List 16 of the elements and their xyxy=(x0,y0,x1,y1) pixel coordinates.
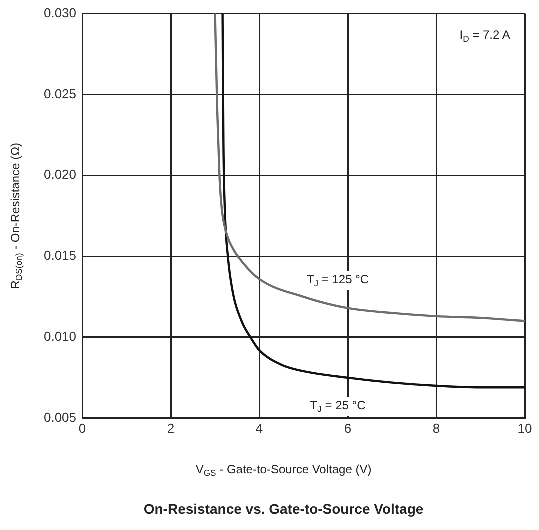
y-tick-label: 0.015 xyxy=(44,248,77,264)
x-tick-label: 4 xyxy=(256,420,264,436)
y-tick-label: 0.005 xyxy=(44,410,77,425)
text: On-Resistance vs. Gate-to-Source Voltage xyxy=(144,500,424,517)
x-tick-label: 2 xyxy=(167,420,175,436)
y-axis-title: RDS(on) - On-Resistance (Ω) xyxy=(8,142,24,290)
y-tick-label: 0.030 xyxy=(44,5,77,20)
y-tick-label: 0.020 xyxy=(44,167,77,182)
x-tick-label: 8 xyxy=(432,420,440,436)
x-tick-label: 10 xyxy=(518,420,532,436)
line-series xyxy=(222,14,525,389)
x-tick-label: 0 xyxy=(78,420,86,436)
y-tick-label: 0.010 xyxy=(44,329,77,344)
x-tick-label: 6 xyxy=(344,420,352,436)
line-series xyxy=(214,14,525,322)
y-tick-label: 0.025 xyxy=(44,86,77,102)
